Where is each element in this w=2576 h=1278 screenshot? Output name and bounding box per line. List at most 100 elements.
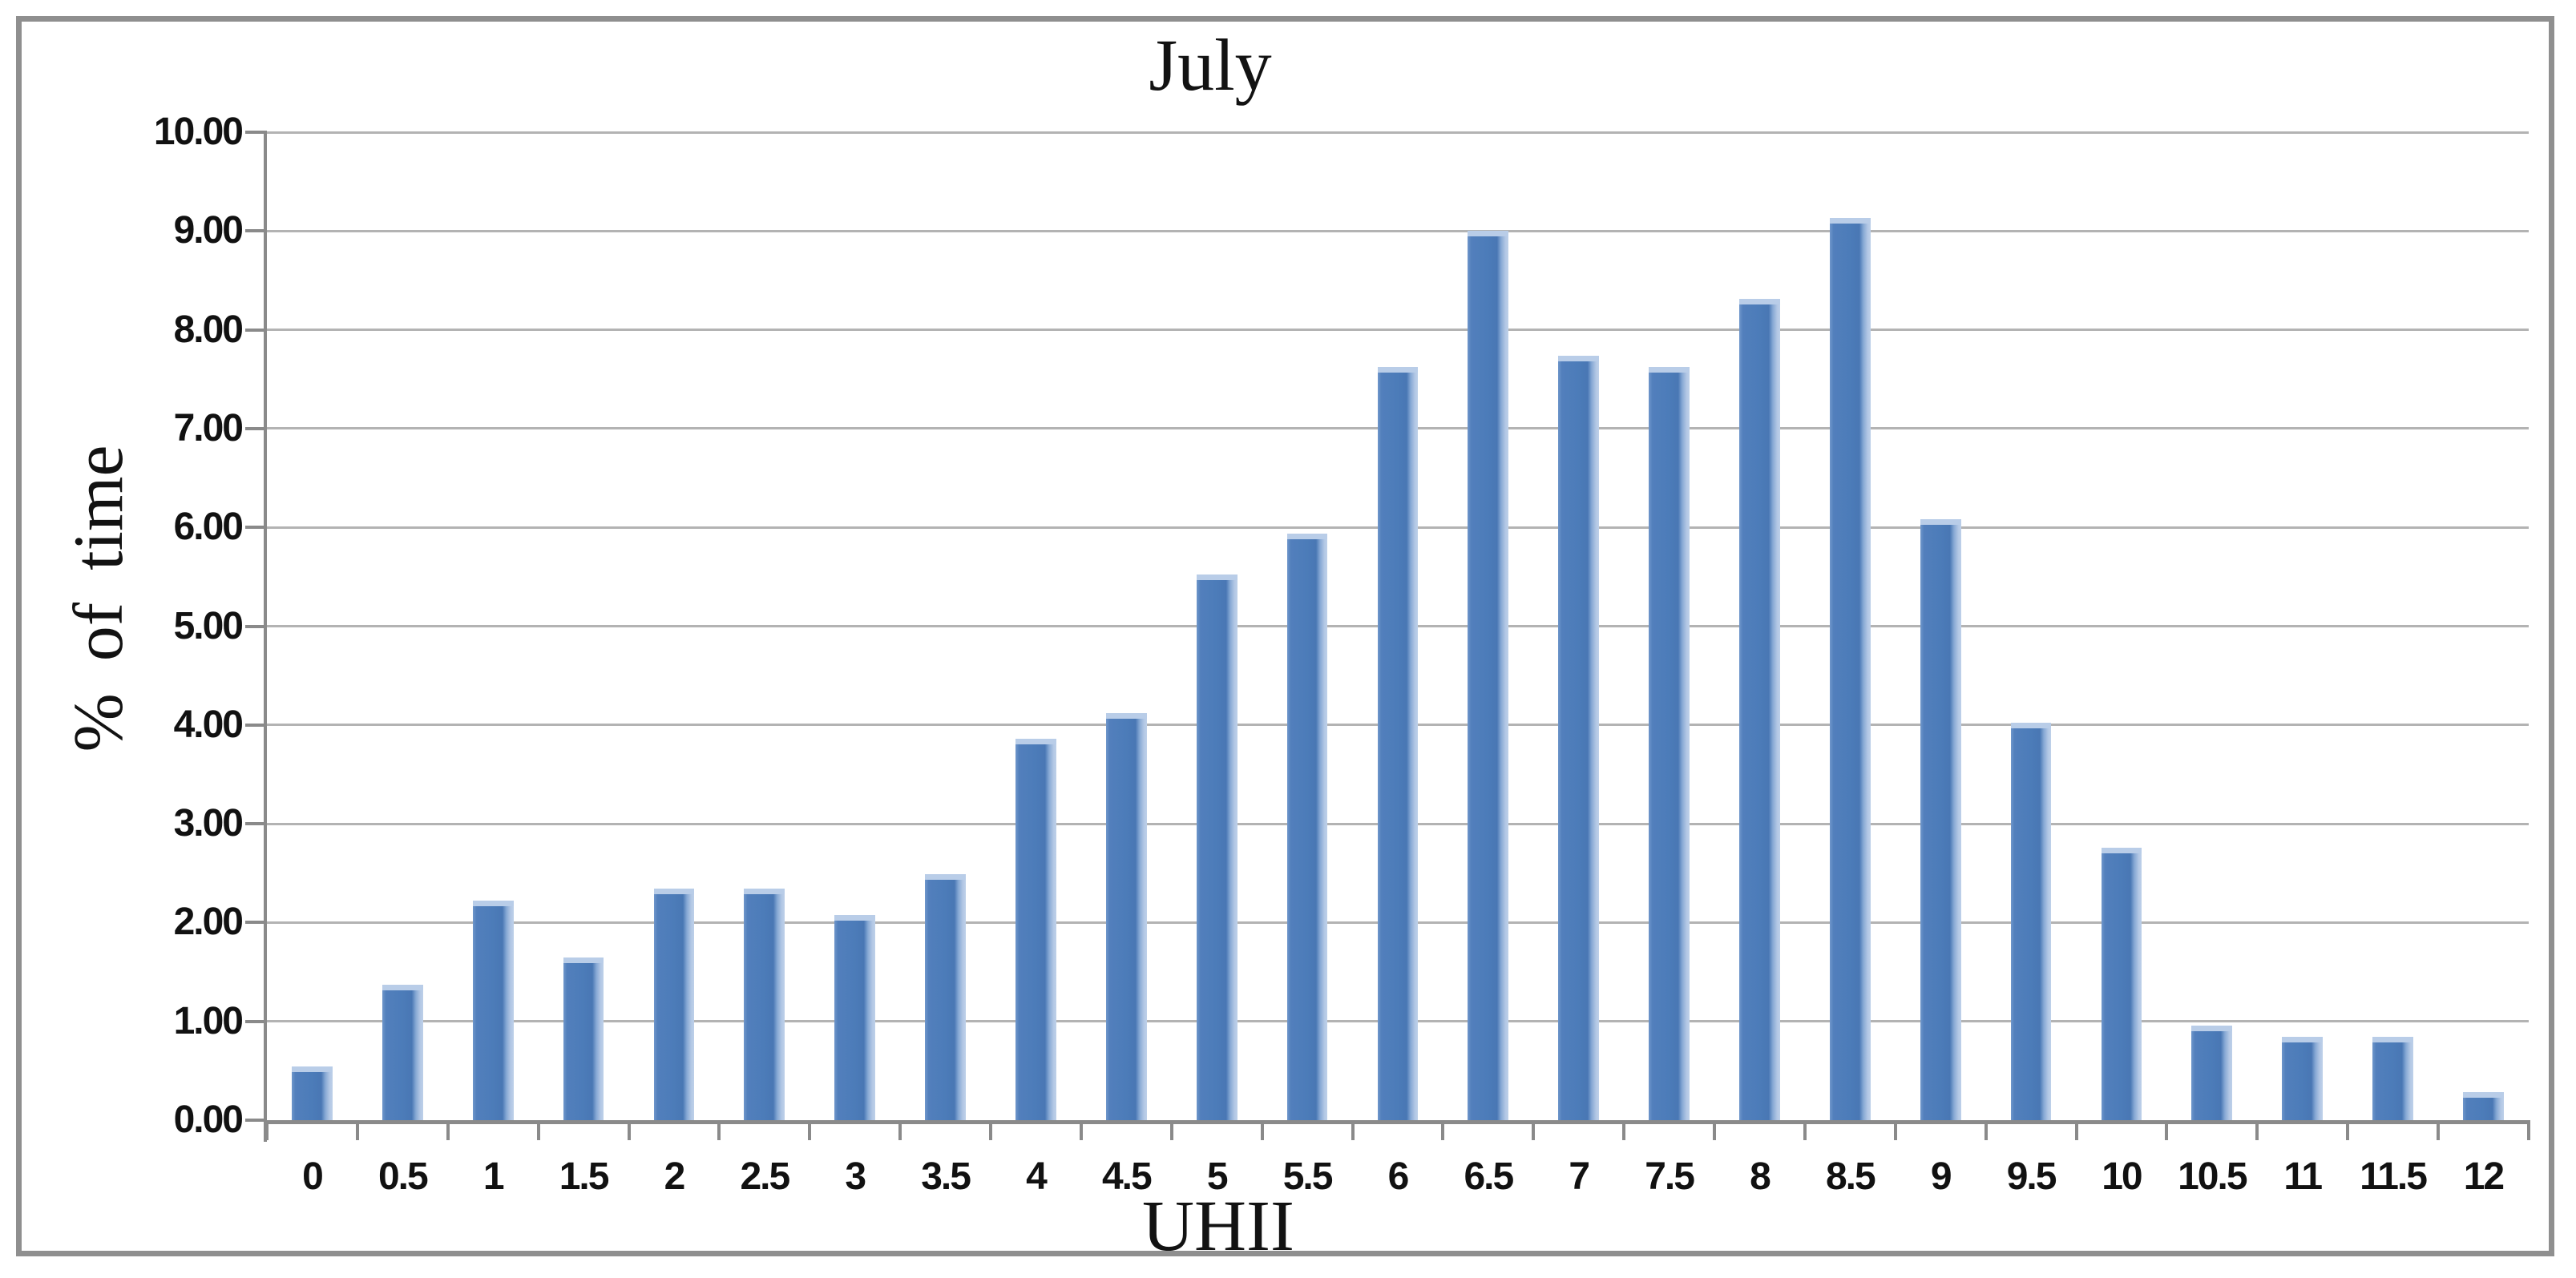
x-tick-label: 6 [1387, 1155, 1410, 1198]
bar [292, 1066, 333, 1120]
x-tick-mark [2255, 1120, 2259, 1140]
bar-slot [1896, 132, 1986, 1120]
bar-slot [1714, 132, 1805, 1120]
x-tick-label: 4 [1026, 1155, 1048, 1198]
y-tick-label: 7.00 [173, 406, 244, 450]
bar-slot [1624, 132, 1714, 1120]
x-tick-mark [2165, 1120, 2169, 1140]
y-tick-label: 6.00 [173, 506, 244, 549]
x-tick-mark [1622, 1120, 1626, 1140]
y-tick-mark [245, 426, 264, 430]
y-tick-label: 10.00 [153, 111, 244, 153]
bar-slot [448, 132, 539, 1120]
x-tick-mark [1441, 1120, 1445, 1140]
x-tick-mark [2527, 1120, 2530, 1140]
x-tick-label: 1 [482, 1155, 505, 1198]
x-tick-label: 7 [1569, 1155, 1590, 1198]
x-tick-mark [1260, 1120, 1264, 1140]
bar-slot [2166, 132, 2257, 1120]
y-tick-label: 8.00 [173, 308, 244, 351]
bar [925, 873, 966, 1120]
x-tick-mark [1713, 1120, 1717, 1140]
x-tick-label: 8 [1750, 1155, 1771, 1198]
bar [834, 914, 876, 1120]
y-tick-mark [245, 624, 264, 628]
x-tick-mark [2074, 1120, 2078, 1140]
x-tick-mark [989, 1120, 993, 1140]
x-tick-mark [536, 1120, 540, 1140]
y-tick-label: 3.00 [173, 802, 244, 845]
x-tick-mark [1893, 1120, 1897, 1140]
x-tick-label: 1.5 [559, 1155, 610, 1198]
bar-slot [719, 132, 810, 1120]
x-tick-mark [446, 1120, 450, 1140]
x-tick-label: 2 [664, 1155, 686, 1198]
bar [1829, 218, 1871, 1120]
x-tick-mark [627, 1120, 631, 1140]
x-tick-mark [1984, 1120, 1988, 1140]
bar [1920, 519, 1961, 1120]
bar-slot [2348, 132, 2438, 1120]
y-tick-label: 9.00 [173, 209, 244, 252]
y-tick-label: 4.00 [173, 703, 244, 746]
bar [1468, 231, 1509, 1120]
bar [744, 889, 785, 1120]
x-tick-label: 0.5 [378, 1155, 429, 1198]
x-tick-mark [265, 1120, 269, 1140]
bar-slot [267, 132, 357, 1120]
bar [1286, 533, 1328, 1120]
x-tick-mark [1351, 1120, 1355, 1140]
bar-slot [1081, 132, 1172, 1120]
bar [2010, 723, 2052, 1120]
y-tick-mark [245, 526, 264, 530]
bar [1739, 299, 1780, 1120]
y-tick-mark [245, 229, 264, 233]
x-tick-mark [1079, 1120, 1083, 1140]
x-tick-label: 11 [2283, 1155, 2323, 1198]
chart-title: July [1149, 24, 1272, 106]
x-tick-label: 4.5 [1101, 1155, 1153, 1198]
gridline [267, 329, 2529, 332]
x-tick-mark [2437, 1120, 2441, 1140]
bar-slot [2438, 132, 2529, 1120]
bar-slot [1262, 132, 1353, 1120]
y-tick-mark [245, 921, 264, 925]
x-tick-label: 0 [302, 1155, 324, 1198]
bar [1649, 367, 1690, 1120]
bar [472, 901, 514, 1120]
y-tick-mark [245, 1119, 264, 1122]
x-tick-mark [717, 1120, 721, 1140]
bar-slot [357, 132, 448, 1120]
bar-slot [2077, 132, 2167, 1120]
x-tick-mark [2346, 1120, 2350, 1140]
y-axis-line [264, 131, 267, 1142]
y-tick-label: 1.00 [173, 999, 244, 1042]
x-tick-label: 7.5 [1645, 1155, 1695, 1198]
x-tick-mark [808, 1120, 812, 1140]
y-tick-label: 0.00 [173, 1099, 244, 1141]
x-tick-label: 5.5 [1282, 1155, 1334, 1198]
bar [2372, 1037, 2413, 1120]
y-tick-mark [245, 822, 264, 826]
gridline [267, 131, 2529, 134]
x-tick-label: 11.5 [2360, 1155, 2428, 1198]
bar [2101, 847, 2142, 1120]
bar [653, 889, 695, 1120]
y-tick-mark [245, 131, 264, 134]
bars-container [267, 132, 2529, 1120]
x-axis-tick-labels: 0 0.5 1 1.5 2 2.5 3 3.5 4 4.5 5 5.5 6 6.5 7 7.5 8 8.5 9 9.5… [267, 1155, 2529, 1199]
x-tick-label: 10.5 [2178, 1155, 2247, 1198]
bar [2191, 1025, 2233, 1120]
x-tick-label: 9 [1930, 1155, 1952, 1198]
plot-area [245, 131, 2530, 1142]
bar [1196, 574, 1238, 1120]
bar [563, 957, 604, 1120]
x-tick-label: 3 [845, 1155, 866, 1198]
x-tick-mark [1532, 1120, 1536, 1140]
x-tick-label: 3.5 [921, 1155, 971, 1198]
bar-slot [991, 132, 1081, 1120]
x-tick-label: 12 [2463, 1155, 2505, 1198]
y-tick-mark [245, 328, 264, 332]
x-tick-label: 5 [1206, 1155, 1229, 1198]
x-tick-label: 8.5 [1825, 1155, 1876, 1198]
